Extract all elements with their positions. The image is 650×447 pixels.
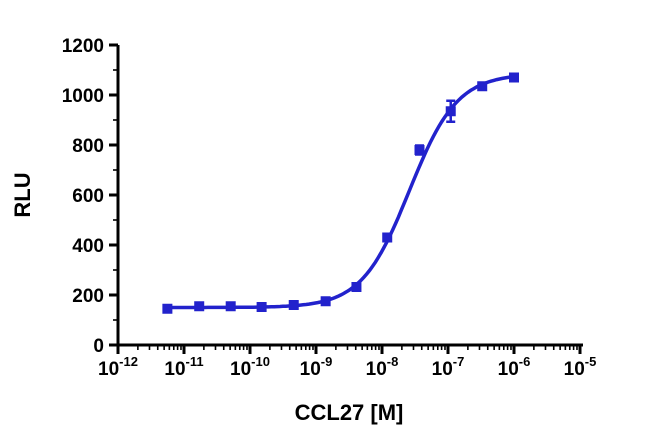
y-tick-label: 400 — [72, 236, 104, 257]
x-tick-label: 10-8 — [366, 354, 399, 380]
y-tick-label: 1000 — [62, 86, 104, 107]
x-tick-label: 10-5 — [564, 354, 597, 380]
data-point — [288, 300, 299, 310]
y-tick-label: 600 — [72, 186, 104, 207]
x-tick-label: 10-7 — [432, 354, 465, 380]
x-tick-label: 10-12 — [98, 354, 138, 380]
data-point — [382, 232, 393, 243]
data-point — [477, 81, 488, 92]
data-point — [445, 106, 456, 117]
data-point — [194, 301, 205, 312]
data-point — [320, 296, 331, 307]
fit-curve — [165, 74, 516, 310]
x-tick-label: 10-11 — [164, 354, 203, 380]
y-tick-label: 800 — [72, 136, 104, 157]
y-tick-label: 0 — [93, 336, 104, 357]
data-point — [509, 72, 519, 83]
y-tick-label: 200 — [72, 286, 104, 307]
x-tick-label: 10-10 — [230, 354, 270, 380]
x-tick-label: 10-9 — [300, 354, 333, 380]
data-point — [162, 303, 173, 314]
data-point — [256, 302, 267, 312]
y-tick-label: 1200 — [62, 36, 104, 57]
data-point — [414, 145, 425, 155]
x-axis-title: CCL27 [M] — [295, 400, 404, 425]
x-tick-label: 10-6 — [498, 354, 531, 380]
plot-area: 10-12 10-11 10-10 10-9 10-8 10-7 10-6 10-5 0 200 4… — [62, 36, 597, 380]
data-point — [351, 282, 362, 292]
data-point — [225, 301, 236, 312]
y-axis-title: RLU — [10, 172, 35, 217]
